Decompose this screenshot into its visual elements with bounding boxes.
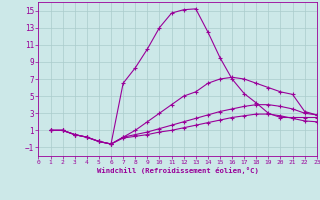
X-axis label: Windchill (Refroidissement éolien,°C): Windchill (Refroidissement éolien,°C) bbox=[97, 167, 259, 174]
